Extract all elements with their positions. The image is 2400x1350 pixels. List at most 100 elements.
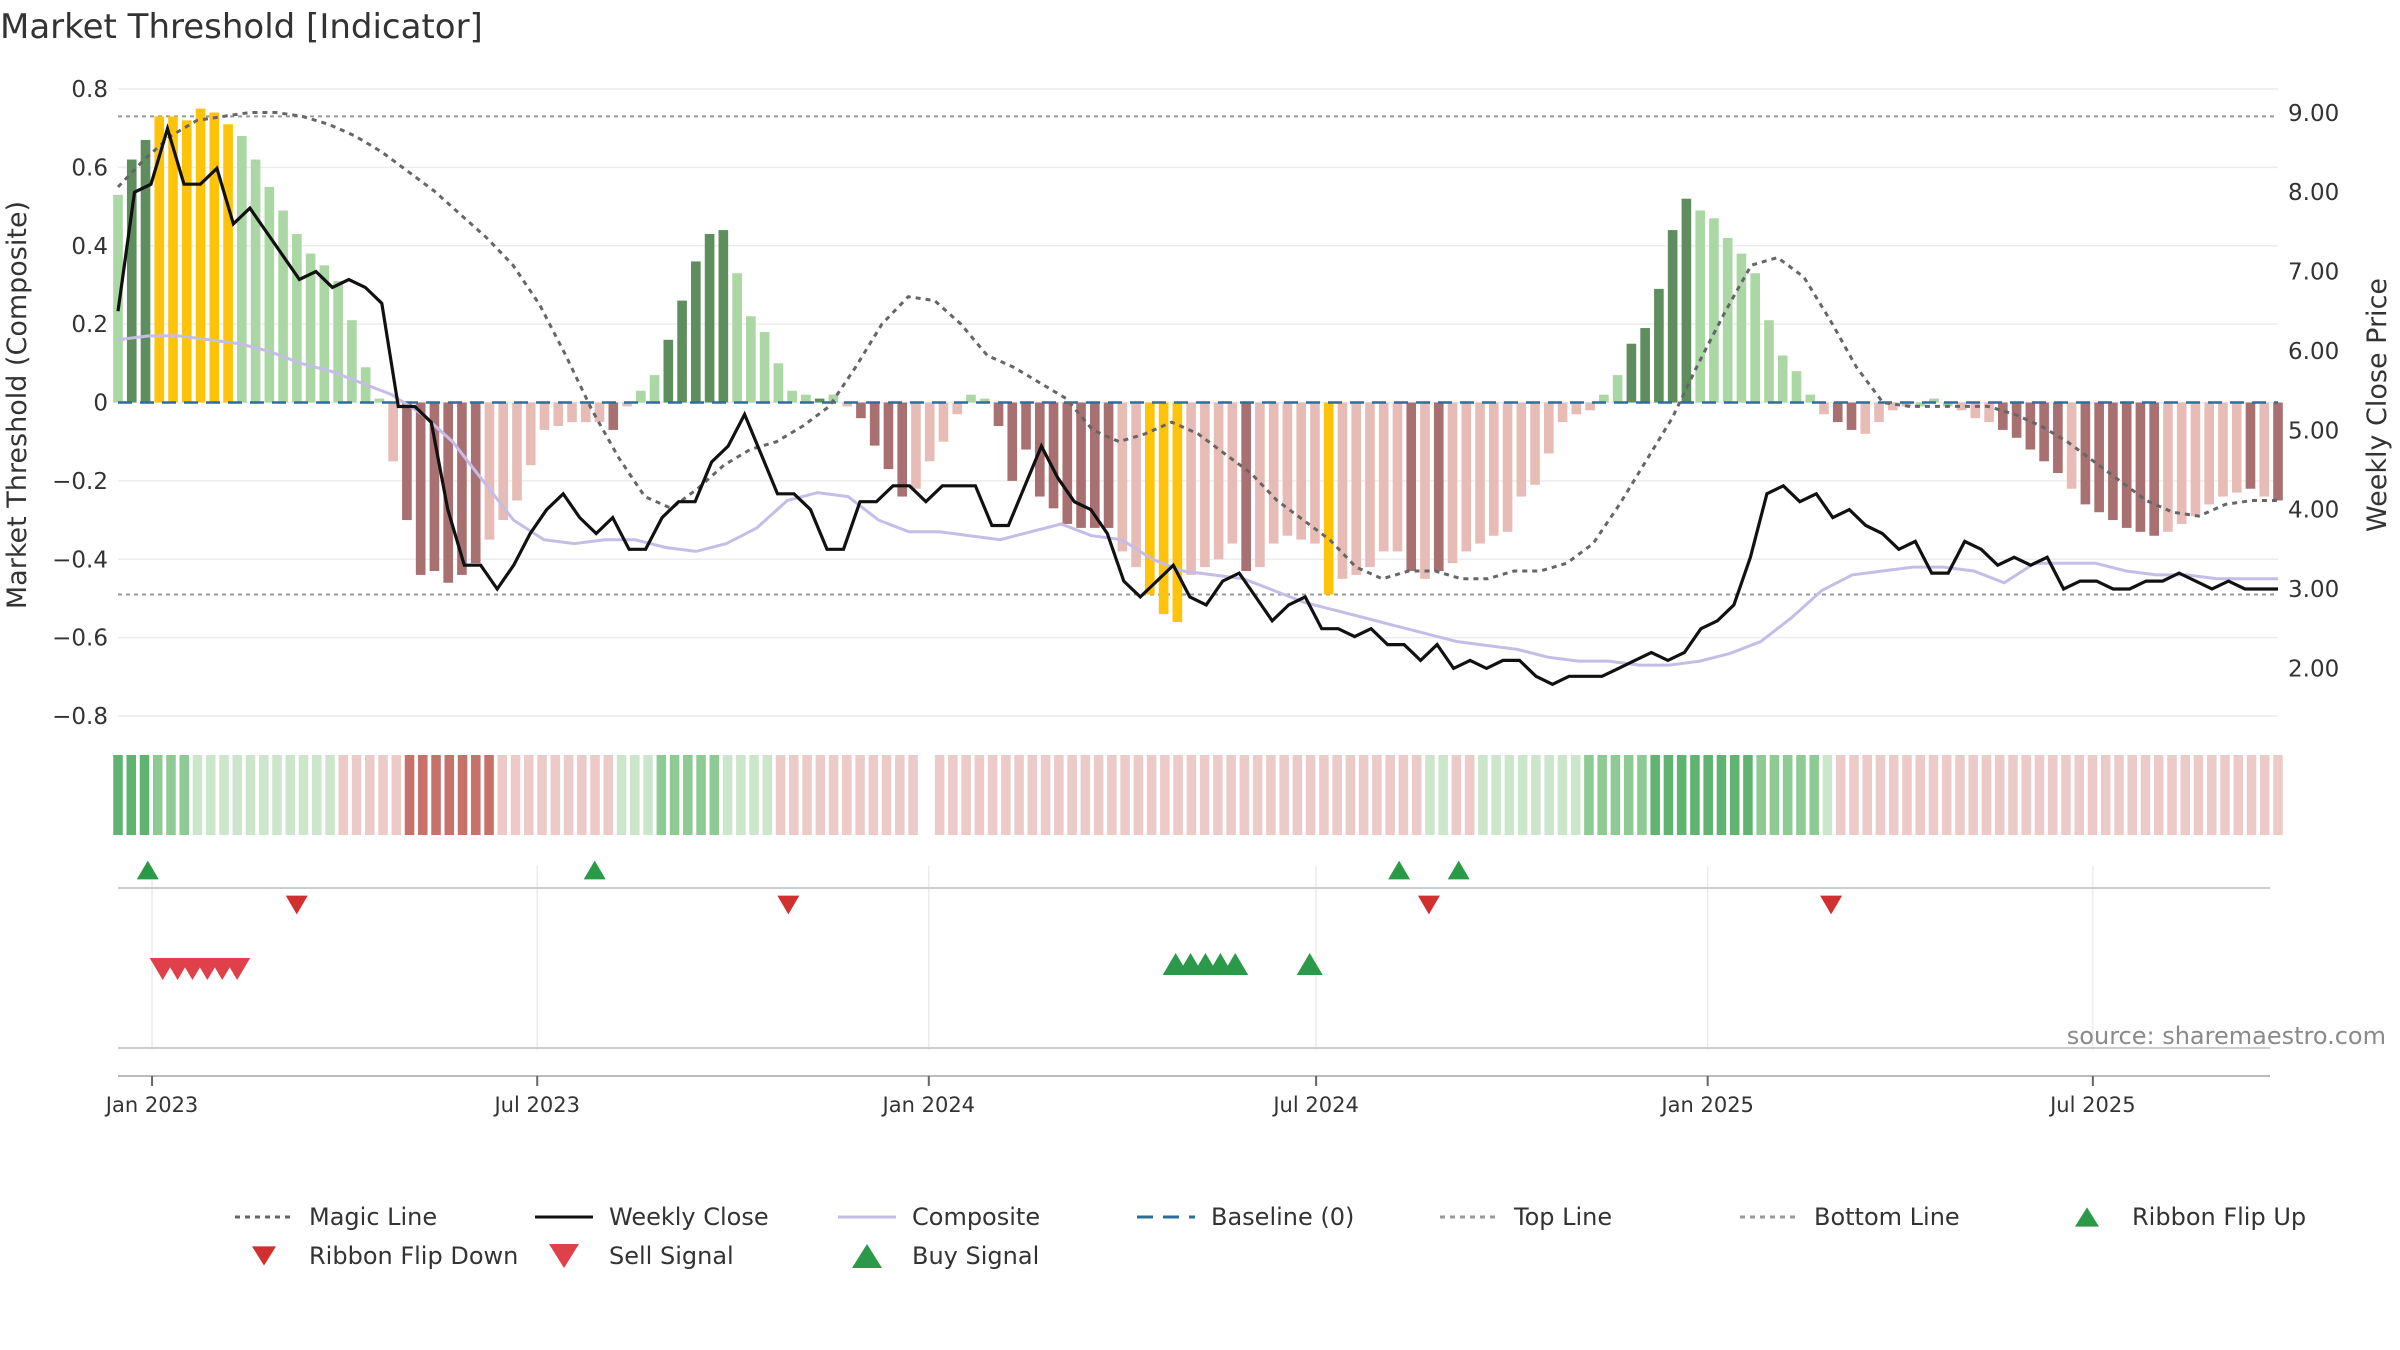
composite-bar [1447, 402, 1458, 564]
legend-label: Buy Signal [912, 1242, 1039, 1270]
composite-bar [801, 394, 811, 403]
composite-bar [1392, 402, 1403, 552]
composite-bar [2218, 402, 2228, 497]
composite-bar [1626, 343, 1637, 403]
ribbon-cell [616, 755, 627, 835]
composite-bar [2025, 402, 2036, 450]
composite-bar [1200, 402, 1210, 568]
composite-bar [2135, 402, 2146, 532]
composite-bar [2190, 402, 2201, 517]
ribbon-flip-up-marker [583, 860, 606, 880]
ribbon-cell [205, 755, 216, 835]
composite-bar [388, 402, 398, 462]
ribbon-cell [709, 755, 720, 835]
y2-tick-label: 3.00 [2288, 577, 2339, 603]
ribbon-cell [2220, 755, 2230, 835]
composite-bar [553, 402, 564, 427]
composite-bar [1585, 402, 1595, 411]
composite-bar [869, 402, 880, 446]
composite-bar [649, 375, 660, 403]
ribbon-cell [365, 755, 375, 835]
composite-bar [1915, 402, 1926, 407]
ribbon-cell [1570, 755, 1581, 835]
ribbon-cell [1703, 755, 1713, 835]
chart-legend: Magic Line Weekly Close Composite Baseline … [235, 1203, 2306, 1270]
composite-bar [2108, 402, 2118, 521]
ribbon-cell [1027, 755, 1038, 835]
legend-label: Bottom Line [1814, 1203, 1960, 1231]
y-tick-label: −0.4 [52, 547, 108, 573]
ribbon-cell [1213, 755, 1223, 835]
ribbon-cell [113, 755, 123, 835]
ribbon-cell [1425, 755, 1435, 835]
ribbon-cell [471, 755, 481, 835]
ribbon-cell [325, 755, 335, 835]
ribbon-cell [1676, 755, 1687, 835]
composite-bar [993, 402, 1004, 427]
composite-bar [979, 398, 990, 403]
y-tick-label: 0 [93, 391, 108, 417]
ribbon-cell [1398, 755, 1409, 835]
composite-bar [691, 261, 701, 403]
composite-bar [1323, 402, 1334, 595]
ribbon-cell [1345, 755, 1356, 835]
composite-bar [1213, 402, 1224, 560]
y2-tick-label: 7.00 [2288, 260, 2339, 286]
composite-bar [1612, 375, 1623, 403]
ribbon-cell [961, 755, 971, 835]
composite-bar [828, 394, 839, 403]
composite-bar [2039, 402, 2049, 462]
legend-label: Weekly Close [609, 1203, 769, 1231]
composite-bar [154, 116, 165, 403]
y-tick-label: 0.6 [71, 155, 108, 181]
ribbon-cell [1107, 755, 1117, 835]
legend-item: Ribbon Flip Down [252, 1242, 518, 1270]
composite-bar [1832, 402, 1843, 423]
composite-bar [1103, 402, 1114, 528]
legend-swatch [252, 1246, 276, 1266]
ribbon-cell [166, 755, 176, 835]
ribbon-cell [1835, 755, 1846, 835]
composite-line [117, 334, 2278, 667]
ribbon-cell [312, 755, 322, 835]
ribbon-cell [1504, 755, 1515, 835]
ribbon-cell [272, 755, 282, 835]
ribbon-cell [736, 755, 746, 835]
composite-bar [1502, 402, 1513, 532]
ribbon-cell [1637, 755, 1647, 835]
composite-bar [1062, 402, 1073, 524]
ribbon-cell [338, 755, 349, 835]
ribbon-cell [1729, 755, 1740, 835]
ribbon-cell [1266, 755, 1276, 835]
ribbon-cell [2021, 755, 2031, 835]
ribbon-cell [1239, 755, 1250, 835]
ribbon-cell [1743, 755, 1753, 835]
composite-bar [911, 402, 921, 489]
legend-label: Ribbon Flip Down [309, 1242, 518, 1270]
composite-bar [1750, 273, 1761, 403]
ribbon-cell [1769, 755, 1780, 835]
time-axis: Jan 2023 Jul 2023 Jan 2024 Jul 2024 Jan 2025… [104, 1075, 2270, 1117]
composite-bar [1557, 402, 1568, 423]
composite-bar [470, 402, 481, 564]
ribbon-cell [1809, 755, 1819, 835]
ribbon-cell [1623, 755, 1634, 835]
composite-bar [539, 402, 550, 430]
right-y-axis: 9.00 8.00 7.00 6.00 5.00 4.00 3.00 2.00 [2288, 101, 2339, 683]
ribbon-cell [577, 755, 587, 835]
y2-tick-label: 4.00 [2288, 498, 2339, 524]
ribbon-cell [1252, 755, 1263, 835]
composite-bar [1433, 402, 1444, 572]
composite-bar [1227, 402, 1238, 544]
ribbon-cell [1663, 755, 1674, 835]
ribbon-cell [1438, 755, 1448, 835]
composite-bar [1956, 402, 1967, 411]
composite-bar [814, 398, 825, 403]
y-tick-label: 0.2 [71, 312, 108, 338]
composite-bar [333, 281, 343, 403]
ribbon-cell [298, 755, 309, 835]
composite-bar [1021, 402, 1031, 450]
composite-bar [952, 402, 963, 415]
legend-item: Magic Line [235, 1203, 437, 1231]
composite-bar [580, 402, 591, 423]
